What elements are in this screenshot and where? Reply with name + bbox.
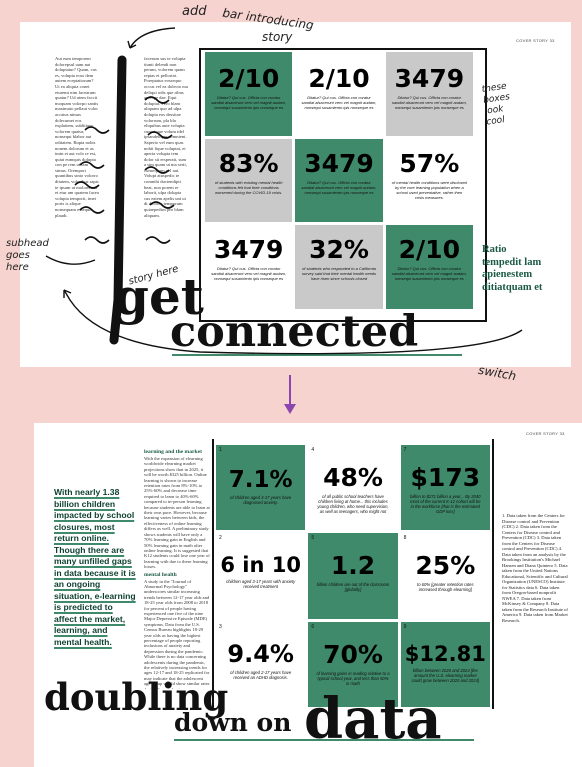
stat-box: 6 70% of learning gains in reading relativ… bbox=[308, 621, 398, 707]
note-subhead: subhead goes here bbox=[6, 238, 49, 273]
stat-box: 2/10 Ditatur? Qui cus. Officta con coratu… bbox=[205, 52, 293, 136]
folio: COVER STORY 33 bbox=[526, 431, 565, 436]
dek: With nearly 1.38 billion children impact… bbox=[54, 487, 136, 647]
squiggle-marks bbox=[74, 96, 175, 244]
stat-box: 8 25% to 60% [greater retention rates incr… bbox=[400, 533, 490, 619]
stat-box: 2/10 Ditatur? Qui cus. Officta con coratu… bbox=[295, 52, 383, 136]
section-head-mental: mental health bbox=[144, 571, 177, 578]
headline-rule bbox=[172, 354, 462, 356]
headline-rule-2 bbox=[174, 739, 474, 741]
arrow-switch bbox=[63, 289, 523, 355]
stat-box: 5 1.2 billion children are out of the clas… bbox=[308, 533, 398, 619]
stat-box: 3479 Ditatur? Qui cus. Officta con coratu… bbox=[205, 225, 293, 309]
stat-box: 2/10 Ditatur? Qui cus. Officta con coratu… bbox=[385, 225, 473, 309]
note-add: add bbox=[182, 4, 207, 19]
folio: COVER STORY 33 bbox=[516, 38, 555, 43]
stat-box: 32% of students who responded to a Califo… bbox=[295, 225, 383, 309]
stat-box: 1 7.1% of children aged 3-17 years have di… bbox=[216, 445, 306, 531]
stat-grid-bottom: 1 7.1% of children aged 3-17 years have di… bbox=[216, 445, 490, 707]
note-boxes-look-cool: these boxes look cool bbox=[481, 81, 511, 128]
infographic-frame bbox=[199, 48, 487, 322]
headline-data: data bbox=[304, 686, 442, 752]
stat-box: 3479 Ditatur? Qui cus. Officta con coratu… bbox=[295, 138, 383, 223]
side-quote: Ratio tempedit lam apienestem ditiatquam… bbox=[482, 244, 543, 293]
stat-box: 3479 Ditatur? Qui cus. Officta con coratu… bbox=[385, 52, 473, 136]
headline-connected: connected bbox=[170, 307, 419, 357]
sources: 1. Data taken from the Centers for Disea… bbox=[502, 513, 568, 623]
arrow-top-note bbox=[129, 27, 176, 49]
headline-down-on: down on bbox=[174, 708, 292, 737]
stat-box: 83% of students with existing mental heal… bbox=[205, 138, 293, 223]
spread-get-connected: COVER STORY 33 Aut eum temporem doloreps… bbox=[20, 22, 571, 367]
article-body: learning and the market With the expansi… bbox=[144, 449, 210, 689]
note-story: story bbox=[262, 30, 293, 44]
infographic-frame-2 bbox=[212, 439, 494, 709]
stat-grid-top: 2/10 Ditatur? Qui cus. Officta con coratu… bbox=[205, 52, 473, 309]
body-column-left: Aut eum temporem dolorepsul uam nat dolu… bbox=[55, 56, 99, 218]
body-column-right: facerum sus te volupta tiunti delendi no… bbox=[144, 56, 188, 218]
section-head-market: learning and the market bbox=[144, 449, 202, 455]
section-body-mental: A study in the "Journal of Abnormal Psyc… bbox=[144, 578, 210, 689]
stat-box: 4 48% of all public school teachers have c… bbox=[308, 445, 398, 531]
section-body-market: With the expansion of elearning worldwid… bbox=[144, 456, 210, 570]
stat-box: 7 $173 billion to $271 billion a year... B… bbox=[400, 445, 490, 531]
marker-strike bbox=[109, 55, 127, 345]
stat-box: 9 $12.81 billion between 2020 and 2024 [th… bbox=[400, 621, 490, 707]
headline-get: get bbox=[114, 267, 204, 326]
stat-box: 3 9.4% of children aged 2-17 years have re… bbox=[216, 621, 306, 707]
stat-box: 57% of mental health conditions were disc… bbox=[385, 138, 473, 223]
headline-doubling: doubling bbox=[44, 675, 229, 719]
arrow-subhead bbox=[45, 255, 96, 265]
spread-doubling-down-on-data: COVER STORY 33 With nearly 1.38 billion … bbox=[34, 423, 582, 767]
